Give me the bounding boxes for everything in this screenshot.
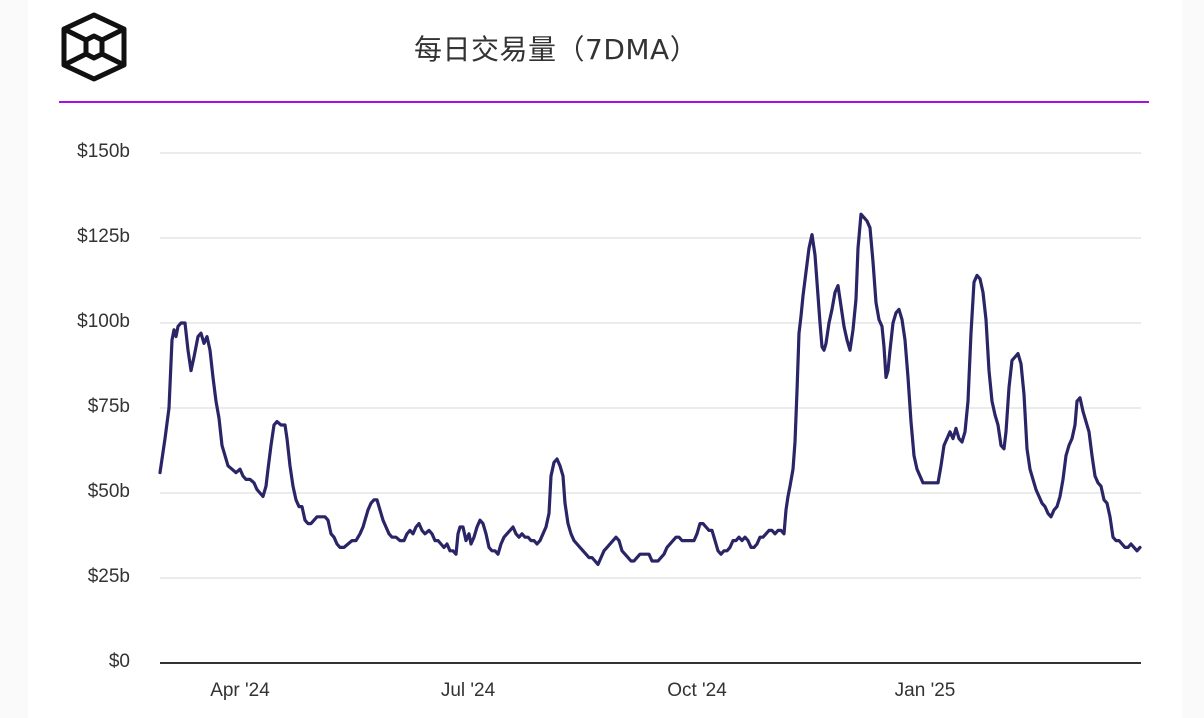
y-tick-label: $25b: [87, 566, 130, 587]
y-tick-label: $75b: [87, 396, 130, 417]
x-tick-label: Oct '24: [667, 680, 727, 701]
x-tick-label: Apr '24: [210, 680, 270, 701]
volume-line-series: [158, 212, 1142, 567]
x-tick-label: Jan '25: [894, 680, 956, 701]
y-tick-label: $0: [108, 651, 130, 672]
y-tick-label: $125b: [77, 226, 130, 247]
y-tick-label: $150b: [77, 141, 130, 162]
hexagon-cube-logo-icon: [61, 12, 127, 82]
y-tick-label: $100b: [77, 311, 130, 332]
title-divider: [59, 101, 1149, 103]
y-tick-label: $50b: [87, 481, 130, 502]
chart-title: 每日交易量（7DMA）: [414, 33, 699, 66]
x-tick-label: Jul '24: [440, 680, 496, 701]
